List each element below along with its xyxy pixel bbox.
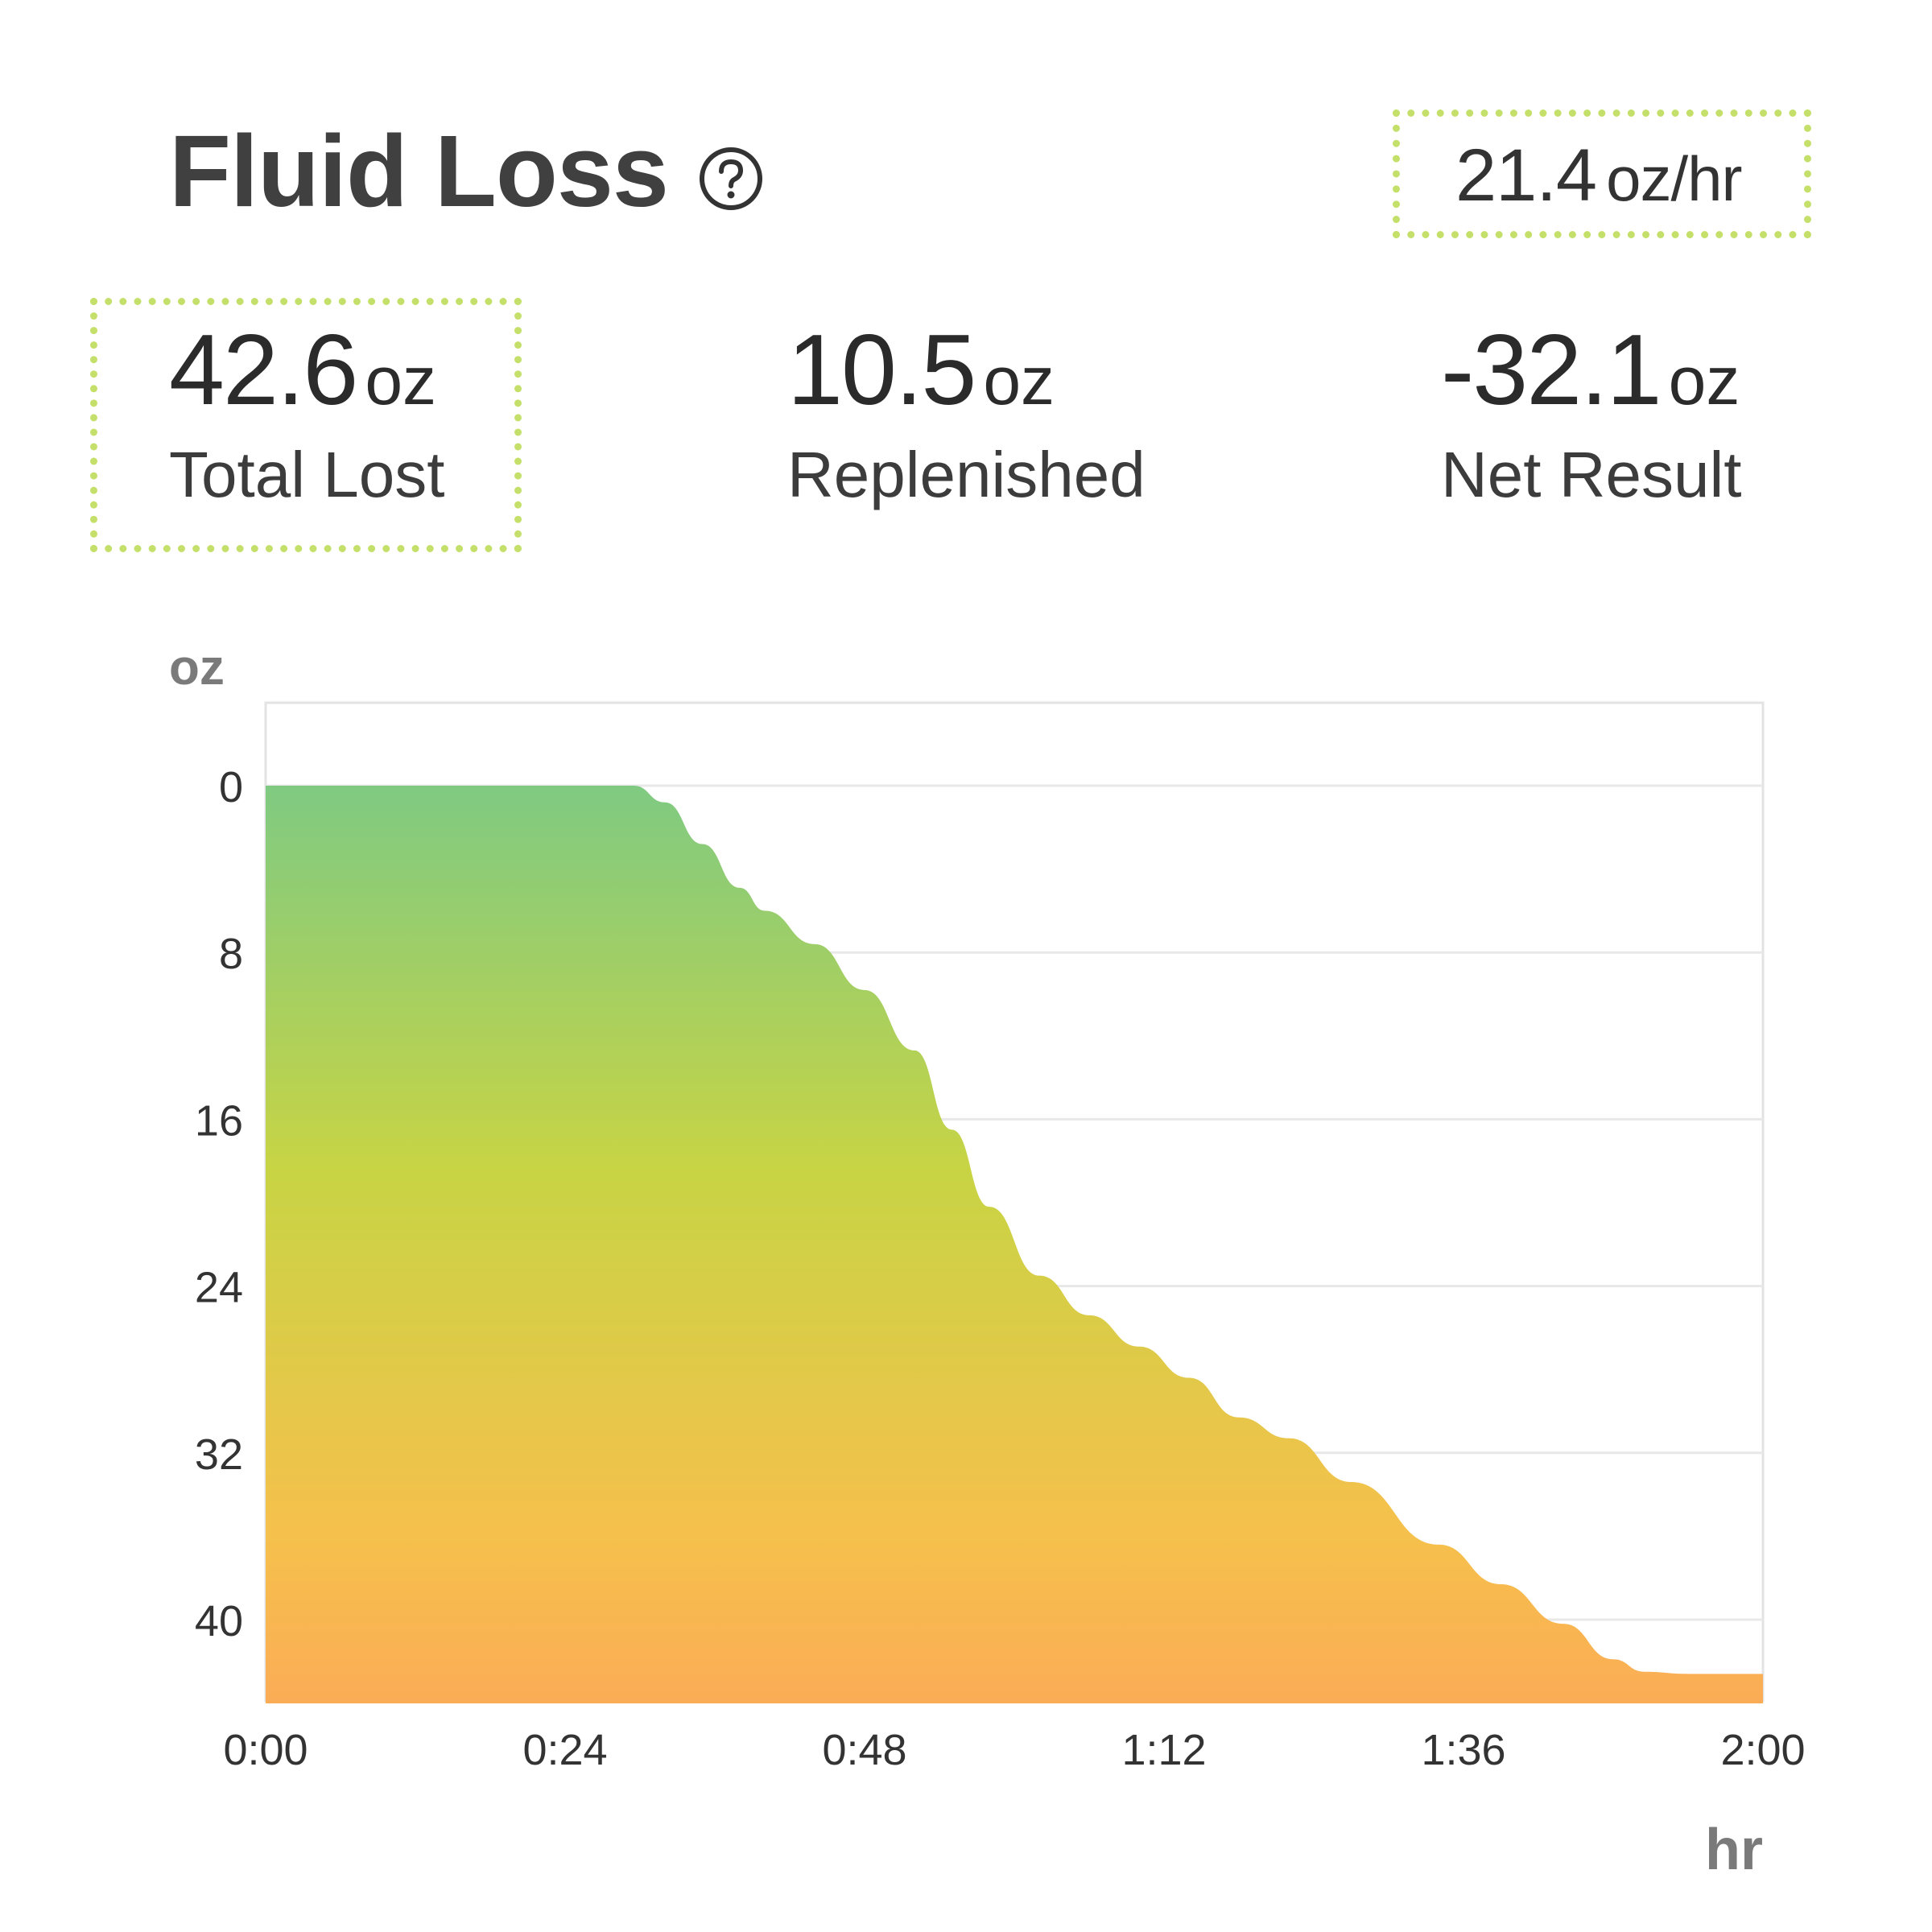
stat-unit: oz: [983, 343, 1055, 419]
stat-unit: oz: [1668, 343, 1740, 419]
y-tick-label: 24: [195, 1264, 243, 1312]
y-tick-label: 32: [195, 1430, 243, 1479]
total-lost-highlight-box: [90, 298, 522, 552]
stat-label: Total Lost: [169, 439, 445, 511]
stat-value: 10.5: [787, 315, 976, 426]
fluid-loss-rate: 21.4 oz/hr: [1455, 134, 1742, 217]
stat-unit: oz: [365, 343, 437, 419]
x-tick-label: 0:48: [822, 1726, 906, 1774]
rate-value: 21.4: [1455, 134, 1597, 217]
x-tick-label: 2:00: [1720, 1726, 1805, 1774]
x-axis-label: hr: [1705, 1818, 1763, 1882]
x-tick-label: 1:36: [1421, 1726, 1505, 1774]
x-tick-label: 0:24: [522, 1726, 607, 1774]
rate-highlight-box: [1393, 109, 1811, 238]
stat-replenished: 10.5 oz Replenished: [787, 316, 1146, 510]
x-tick-labels: 0:00 0:24 0:48 1:12 1:36 2:00: [223, 1726, 1805, 1774]
stat-label: Replenished: [787, 439, 1146, 511]
stat-total-lost: 42.6 oz Total Lost: [169, 316, 444, 510]
x-tick-label: 0:00: [223, 1726, 308, 1774]
y-tick-label: 0: [219, 763, 243, 811]
y-tick-label: 40: [195, 1597, 243, 1645]
y-tick-labels: 0 8 16 24 32 40: [195, 763, 243, 1645]
page-title: Fluid Loss: [169, 114, 669, 228]
y-tick-label: 8: [219, 930, 243, 978]
fluid-loss-area: [266, 786, 1763, 1703]
y-axis-label: oz: [169, 640, 225, 696]
rate-unit: oz/hr: [1606, 143, 1742, 214]
y-tick-label: 16: [195, 1096, 243, 1145]
stat-label: Net Result: [1441, 439, 1742, 511]
stat-value: -32.1: [1441, 315, 1662, 426]
help-circle-icon[interactable]: [699, 147, 763, 211]
stat-value: 42.6: [169, 315, 358, 426]
x-tick-label: 1:12: [1121, 1726, 1206, 1774]
stat-net-result: -32.1 oz Net Result: [1441, 316, 1741, 510]
